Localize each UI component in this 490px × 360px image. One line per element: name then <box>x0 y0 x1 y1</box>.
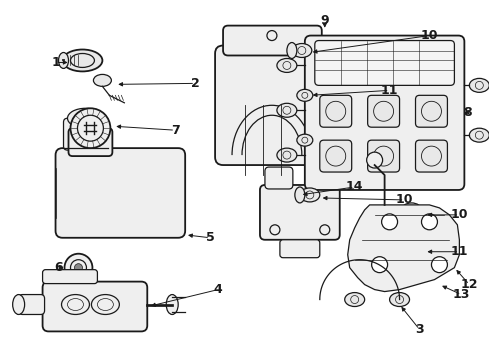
Text: 5: 5 <box>206 231 215 244</box>
FancyBboxPatch shape <box>223 26 322 55</box>
FancyBboxPatch shape <box>19 294 45 315</box>
Ellipse shape <box>62 294 90 315</box>
Text: 7: 7 <box>171 124 179 137</box>
FancyBboxPatch shape <box>320 95 352 127</box>
Text: 10: 10 <box>421 29 438 42</box>
Ellipse shape <box>390 293 410 306</box>
Ellipse shape <box>287 42 297 58</box>
FancyBboxPatch shape <box>280 240 320 258</box>
FancyBboxPatch shape <box>55 148 185 238</box>
Ellipse shape <box>292 44 312 58</box>
FancyBboxPatch shape <box>307 167 335 189</box>
Ellipse shape <box>92 294 120 315</box>
Ellipse shape <box>300 188 320 202</box>
Polygon shape <box>348 205 460 292</box>
Circle shape <box>367 152 383 168</box>
FancyBboxPatch shape <box>320 140 352 172</box>
Ellipse shape <box>297 89 313 101</box>
Ellipse shape <box>63 50 102 71</box>
FancyBboxPatch shape <box>368 95 399 127</box>
Text: 11: 11 <box>451 245 468 258</box>
Circle shape <box>432 257 447 273</box>
FancyBboxPatch shape <box>265 167 293 189</box>
Text: 12: 12 <box>461 278 478 291</box>
Circle shape <box>371 257 388 273</box>
Text: 13: 13 <box>453 288 470 301</box>
Ellipse shape <box>277 58 297 72</box>
Text: 10: 10 <box>396 193 413 206</box>
Ellipse shape <box>277 103 297 117</box>
Ellipse shape <box>166 294 178 315</box>
Text: 6: 6 <box>54 261 63 274</box>
Ellipse shape <box>469 128 490 142</box>
FancyBboxPatch shape <box>305 36 465 190</box>
FancyBboxPatch shape <box>69 128 112 156</box>
Ellipse shape <box>94 75 111 86</box>
Text: 3: 3 <box>415 323 424 336</box>
Circle shape <box>382 214 397 230</box>
Text: 9: 9 <box>320 14 329 27</box>
Ellipse shape <box>345 293 365 306</box>
Text: 4: 4 <box>214 283 222 296</box>
FancyBboxPatch shape <box>43 282 147 332</box>
Ellipse shape <box>401 203 421 217</box>
Text: 14: 14 <box>346 180 364 193</box>
Ellipse shape <box>58 53 69 68</box>
Circle shape <box>71 108 110 148</box>
Circle shape <box>65 254 93 282</box>
FancyBboxPatch shape <box>260 185 340 240</box>
Circle shape <box>421 214 438 230</box>
FancyBboxPatch shape <box>215 45 330 165</box>
Text: 11: 11 <box>381 84 398 97</box>
Text: 1: 1 <box>51 56 60 69</box>
FancyBboxPatch shape <box>368 140 399 172</box>
Ellipse shape <box>68 108 103 128</box>
Ellipse shape <box>419 228 440 242</box>
Ellipse shape <box>297 134 313 146</box>
Circle shape <box>74 264 82 272</box>
FancyBboxPatch shape <box>416 95 447 127</box>
Ellipse shape <box>407 249 422 261</box>
Text: 10: 10 <box>451 208 468 221</box>
Ellipse shape <box>469 78 490 92</box>
Ellipse shape <box>295 187 305 203</box>
Text: 8: 8 <box>463 106 472 119</box>
FancyBboxPatch shape <box>64 118 108 150</box>
Ellipse shape <box>13 294 24 315</box>
Ellipse shape <box>277 148 297 162</box>
FancyBboxPatch shape <box>315 41 454 85</box>
FancyBboxPatch shape <box>416 140 447 172</box>
FancyBboxPatch shape <box>43 270 98 284</box>
Text: 2: 2 <box>191 77 199 90</box>
